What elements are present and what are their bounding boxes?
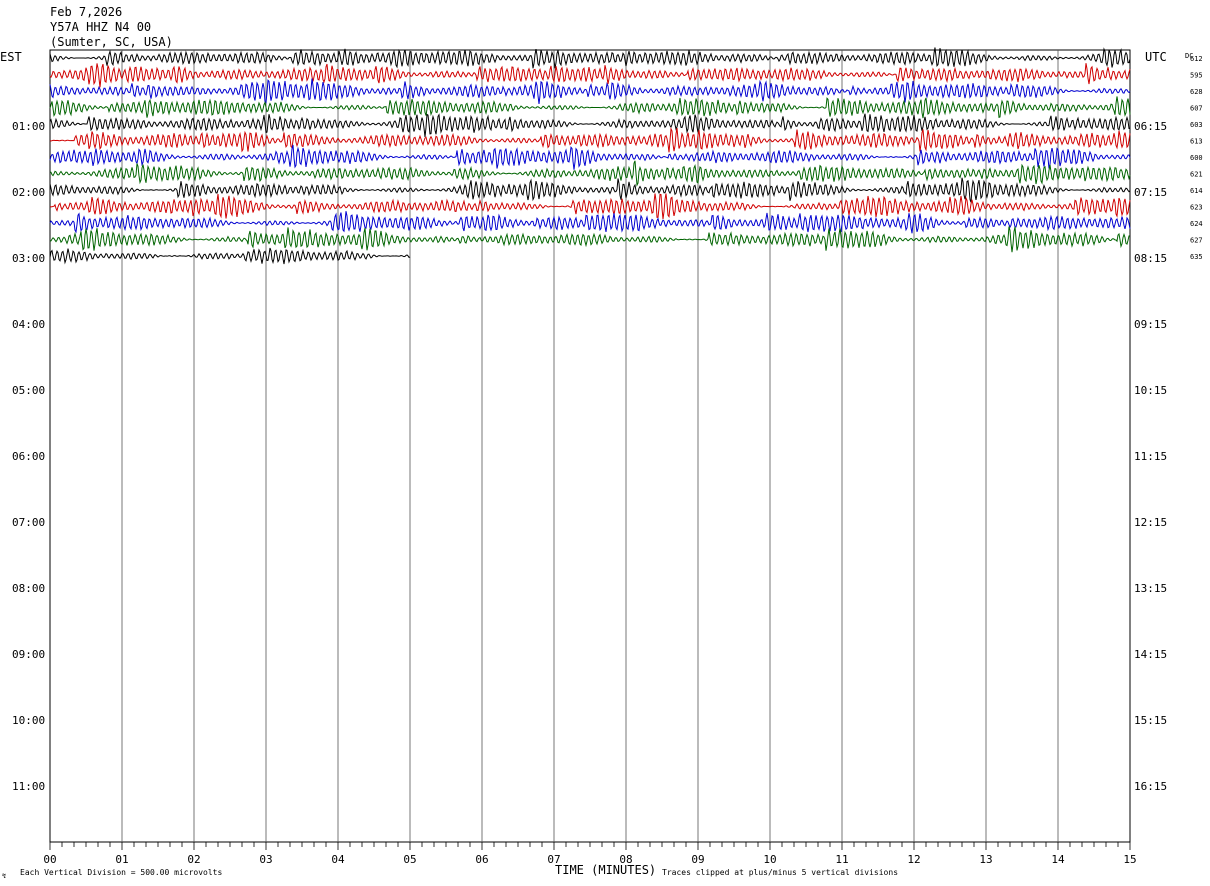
dc-value-label: 603 <box>1190 121 1203 129</box>
right-time-labels: 06:15 07:15 08:15 09:15 10:15 11:15 12:15 13:15… <box>1134 120 1167 793</box>
left-time-label: 05:00 <box>12 384 45 397</box>
x-tick-label: 02 <box>187 853 200 866</box>
chart-date: Feb 7,2026 <box>50 5 122 19</box>
right-time-label: 06:15 <box>1134 120 1167 133</box>
trace-row-6 <box>49 144 1131 170</box>
trace-row-0 <box>49 47 1131 69</box>
dc-value-label: 600 <box>1190 154 1203 162</box>
left-time-label: 04:00 <box>12 318 45 331</box>
right-time-label: 12:15 <box>1134 516 1167 529</box>
x-tick-label: 13 <box>979 853 992 866</box>
corner-mark: ↯ <box>2 872 6 880</box>
trace-row-10 <box>49 211 1131 234</box>
trace-row-9 <box>49 193 1131 220</box>
dc-value-label: 621 <box>1190 171 1203 179</box>
x-tick-label: 08 <box>619 853 632 866</box>
dc-value-label: 595 <box>1190 72 1203 80</box>
left-time-label: 09:00 <box>12 648 45 661</box>
x-tick-label: 06 <box>475 853 488 866</box>
dc-value-label: 624 <box>1190 220 1203 228</box>
minute-grid-lines <box>121 50 1059 842</box>
left-time-label: 10:00 <box>12 714 45 727</box>
x-tick-label: 07 <box>547 853 560 866</box>
clip-note: Traces clipped at plus/minus 5 vertical … <box>662 868 898 877</box>
x-tick-label: 05 <box>403 853 416 866</box>
left-timezone-label: EST <box>0 50 22 64</box>
dc-label: DC <box>1185 52 1193 60</box>
left-time-label: 01:00 <box>12 120 45 133</box>
x-axis-title: TIME (MINUTES) <box>555 863 656 877</box>
right-time-label: 14:15 <box>1134 648 1167 661</box>
x-axis: 00 01 02 03 04 05 06 07 08 09 10 11 12 13 14 15 <box>43 842 1137 866</box>
left-time-label: 11:00 <box>12 780 45 793</box>
dc-value-label: 613 <box>1190 138 1203 146</box>
left-time-label: 08:00 <box>12 582 45 595</box>
left-time-label: 03:00 <box>12 252 45 265</box>
dc-value-label: 612 <box>1190 55 1203 63</box>
seismic-traces <box>49 47 1131 265</box>
x-tick-label: 14 <box>1051 853 1065 866</box>
trace-row-5 <box>49 126 1131 153</box>
x-tick-label: 15 <box>1123 853 1136 866</box>
right-time-label: 09:15 <box>1134 318 1167 331</box>
x-tick-label: 00 <box>43 853 56 866</box>
x-tick-label: 10 <box>763 853 776 866</box>
trace-row-7 <box>49 160 1131 187</box>
dc-value-label: 607 <box>1190 105 1203 113</box>
x-tick-label: 11 <box>835 853 848 866</box>
right-time-label: 10:15 <box>1134 384 1167 397</box>
left-time-label: 07:00 <box>12 516 45 529</box>
left-time-label: 06:00 <box>12 450 45 463</box>
trace-row-2 <box>49 78 1131 105</box>
x-tick-label: 01 <box>115 853 128 866</box>
dc-offset-labels: 612 595 628 607 603 613 600 621 614 623 624 627 635 <box>1190 55 1203 261</box>
trace-row-3 <box>49 96 1131 119</box>
trace-row-4 <box>49 113 1130 138</box>
right-time-label: 15:15 <box>1134 714 1167 727</box>
trace-row-8 <box>49 177 1131 203</box>
right-time-label: 13:15 <box>1134 582 1167 595</box>
x-tick-label: 12 <box>907 853 920 866</box>
dc-value-label: 635 <box>1190 253 1203 261</box>
right-time-label: 08:15 <box>1134 252 1167 265</box>
chart-station: Y57A HHZ N4 00 <box>50 20 151 34</box>
scale-note: Each Vertical Division = 500.00 microvol… <box>20 868 222 877</box>
chart-location: (Sumter, SC, USA) <box>50 35 173 49</box>
right-time-label: 16:15 <box>1134 780 1167 793</box>
dc-value-label: 627 <box>1190 237 1203 245</box>
left-time-label: 02:00 <box>12 186 45 199</box>
right-time-label: 07:15 <box>1134 186 1167 199</box>
dc-value-label: 628 <box>1190 88 1203 96</box>
trace-row-12 <box>49 247 411 265</box>
x-tick-label: 09 <box>691 853 704 866</box>
dc-value-label: 614 <box>1190 187 1203 195</box>
right-timezone-label: UTC <box>1145 50 1167 64</box>
left-time-labels: 01:00 02:00 03:00 04:00 05:00 06:00 07:00 08:00… <box>12 120 45 793</box>
dc-value-label: 623 <box>1190 204 1203 212</box>
trace-row-1 <box>49 63 1131 88</box>
right-time-label: 11:15 <box>1134 450 1167 463</box>
x-tick-label: 04 <box>331 853 345 866</box>
trace-row-11 <box>49 226 1131 253</box>
x-tick-label: 03 <box>259 853 272 866</box>
